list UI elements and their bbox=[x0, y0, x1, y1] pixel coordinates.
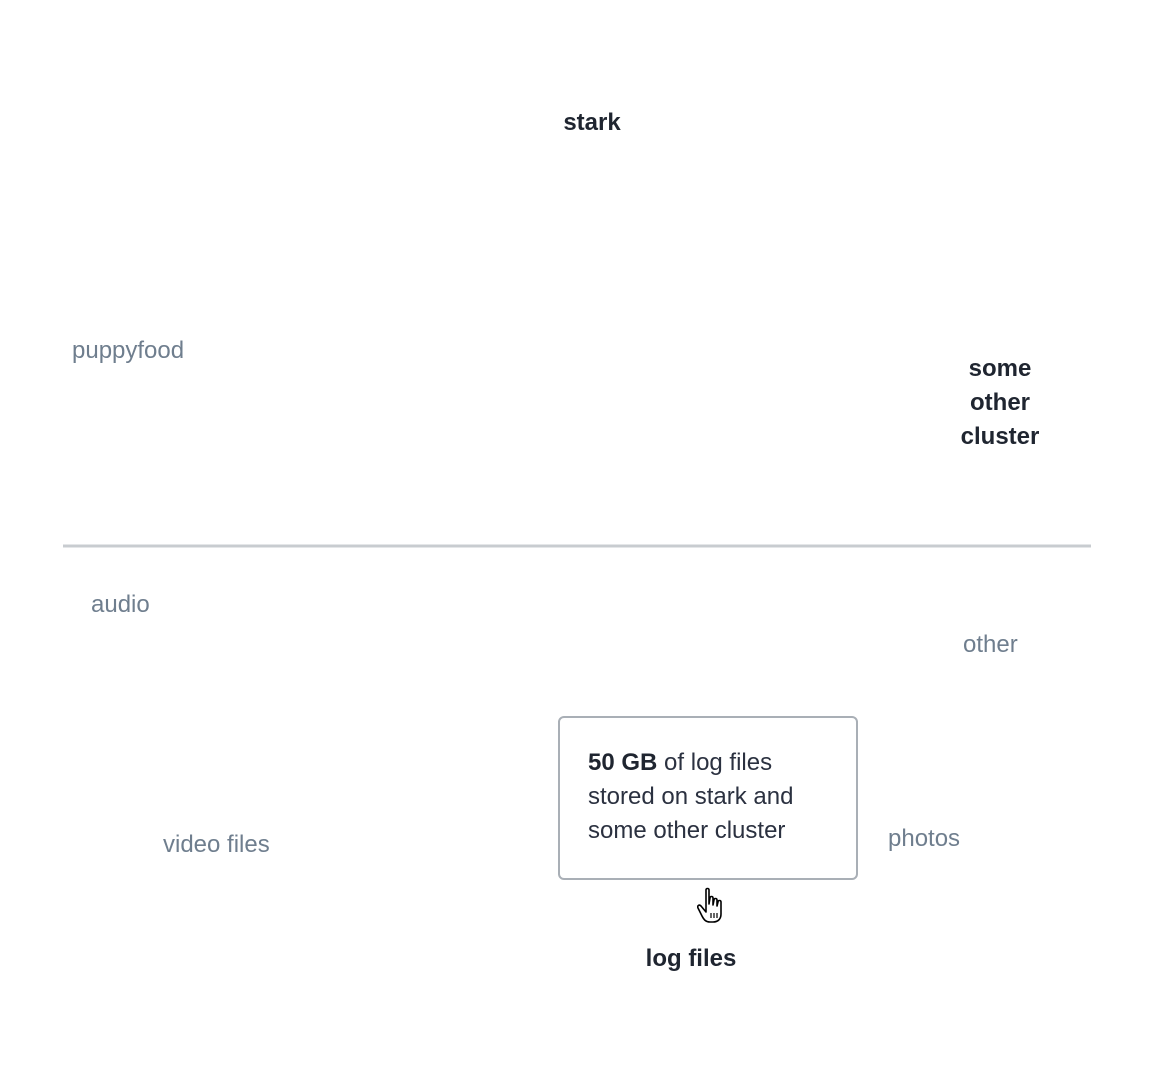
label-log-files: log files bbox=[646, 945, 737, 972]
label-video-files: video files bbox=[163, 831, 270, 858]
label-layer: stark some other cluster puppyfood other photo… bbox=[72, 109, 1039, 972]
label-other: other bbox=[963, 631, 1018, 658]
tooltip-amount: 50 GB bbox=[588, 749, 658, 776]
tooltip-line-1: 50 GB of log files bbox=[588, 746, 830, 780]
tooltip-text-2: stored on stark and bbox=[588, 783, 794, 810]
label-stark: stark bbox=[563, 109, 621, 136]
label-some-other-cluster: some other cluster bbox=[961, 355, 1040, 450]
hand-cursor-icon bbox=[697, 887, 722, 923]
label-audio: audio bbox=[91, 591, 150, 618]
tooltip: 50 GB of log files stored on stark and s… bbox=[558, 716, 858, 880]
label-photos: photos bbox=[888, 825, 960, 852]
tooltip-text-1: of log files bbox=[664, 749, 773, 776]
tooltip-text-3: some other cluster bbox=[588, 817, 786, 844]
label-puppyfood: puppyfood bbox=[72, 337, 184, 364]
